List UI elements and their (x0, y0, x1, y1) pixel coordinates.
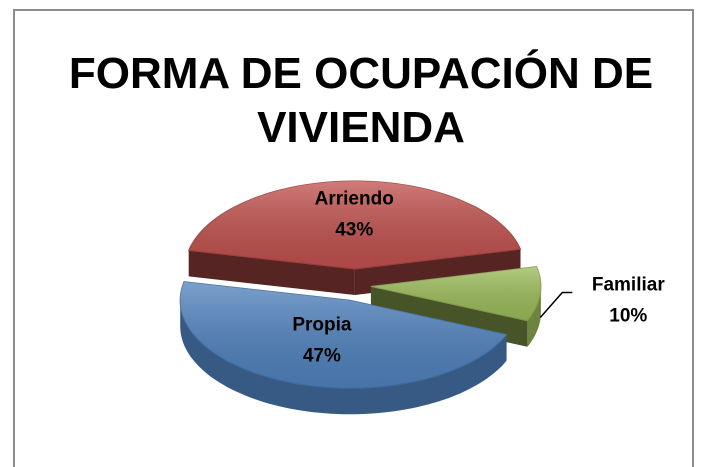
slice-value-label: 10% (609, 305, 647, 326)
slice-label: Propia (292, 314, 352, 335)
slice-value-label: 47% (303, 345, 341, 366)
slice-side (527, 286, 541, 347)
slice-wall (188, 250, 355, 295)
chart-title: VIVIENDA (257, 103, 465, 152)
slice-sheen (180, 281, 507, 389)
slice-sheen (188, 181, 521, 269)
slice-value-label: 43% (335, 220, 373, 241)
chart-title: FORMA DE OCUPACIÓN DE (69, 48, 653, 98)
slice-label: Familiar (592, 274, 665, 295)
pie-slice (187, 180, 522, 295)
slice-sheen (370, 266, 541, 321)
slice-label: Arriendo (315, 189, 394, 210)
slice-side (180, 300, 507, 415)
pie-slice (179, 281, 508, 415)
leader-line (539, 291, 573, 318)
